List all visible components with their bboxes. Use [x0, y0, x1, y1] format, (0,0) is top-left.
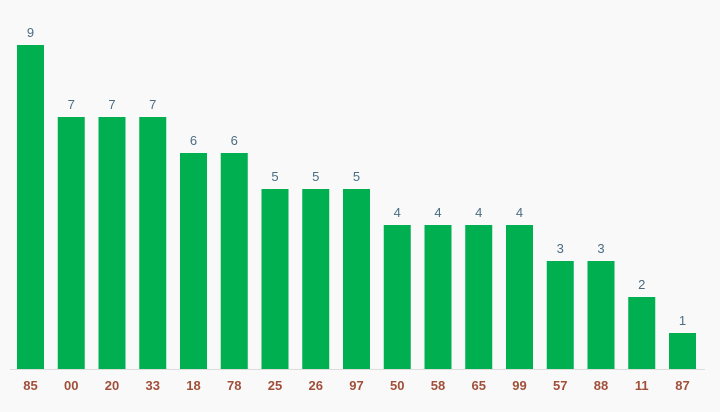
- value-label-58: 4: [434, 205, 441, 220]
- category-label-58: 58: [431, 378, 445, 393]
- value-label-00: 7: [68, 97, 75, 112]
- bar-00: [57, 117, 85, 369]
- value-label-78: 6: [231, 133, 238, 148]
- bar-33: [139, 117, 167, 369]
- bar-65: [465, 225, 493, 369]
- bar-11: [628, 297, 656, 369]
- category-label-87: 87: [675, 378, 689, 393]
- bar-26: [302, 189, 330, 369]
- category-label-33: 33: [146, 378, 160, 393]
- value-label-99: 4: [516, 205, 523, 220]
- value-label-18: 6: [190, 133, 197, 148]
- bar-78: [220, 153, 248, 369]
- category-label-97: 97: [349, 378, 363, 393]
- value-label-85: 9: [27, 25, 34, 40]
- category-label-78: 78: [227, 378, 241, 393]
- category-label-88: 88: [594, 378, 608, 393]
- category-label-99: 99: [512, 378, 526, 393]
- category-label-65: 65: [472, 378, 486, 393]
- value-label-11: 2: [638, 277, 645, 292]
- value-label-33: 7: [149, 97, 156, 112]
- value-label-25: 5: [271, 169, 278, 184]
- value-label-97: 5: [353, 169, 360, 184]
- category-label-00: 00: [64, 378, 78, 393]
- bar-97: [343, 189, 370, 369]
- category-label-50: 50: [390, 378, 404, 393]
- value-label-65: 4: [475, 205, 482, 220]
- bar-25: [261, 189, 289, 369]
- bar-85: [17, 45, 44, 369]
- category-label-25: 25: [268, 378, 282, 393]
- bar-88: [587, 261, 615, 369]
- bar-58: [424, 225, 452, 369]
- value-label-50: 4: [394, 205, 401, 220]
- category-label-11: 11: [635, 378, 649, 393]
- value-label-87: 1: [679, 313, 686, 328]
- bar-50: [383, 225, 411, 369]
- value-label-88: 3: [597, 241, 604, 256]
- category-label-20: 20: [105, 378, 119, 393]
- bar-87: [669, 333, 696, 369]
- value-label-20: 7: [108, 97, 115, 112]
- bar-57: [546, 261, 574, 369]
- value-label-57: 3: [557, 241, 564, 256]
- bar-20: [98, 117, 126, 369]
- category-label-57: 57: [553, 378, 567, 393]
- category-label-18: 18: [186, 378, 200, 393]
- category-label-26: 26: [309, 378, 323, 393]
- bar-99: [506, 225, 533, 369]
- bar-18: [180, 153, 207, 369]
- value-label-26: 5: [312, 169, 319, 184]
- category-label-85: 85: [23, 378, 37, 393]
